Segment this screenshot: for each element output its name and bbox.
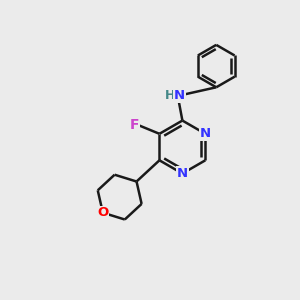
Text: N: N <box>174 89 185 102</box>
Text: O: O <box>97 206 109 219</box>
Text: N: N <box>200 127 211 140</box>
Text: N: N <box>177 167 188 180</box>
Text: F: F <box>130 118 140 132</box>
Text: H: H <box>164 89 175 102</box>
